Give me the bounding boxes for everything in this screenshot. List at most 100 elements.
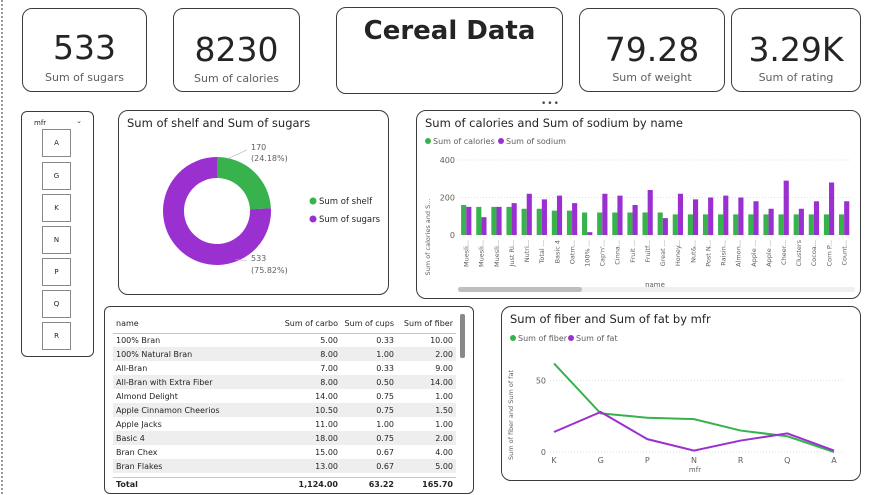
table-row[interactable]: 100% Natural Bran 8.00 1.00 2.00 (113, 347, 456, 361)
bar-sodium[interactable] (647, 190, 653, 235)
table-row[interactable]: All-Bran 7.00 0.33 9.00 (113, 361, 456, 375)
legend-label-sugars[interactable]: Sum of sugars (319, 215, 381, 225)
column-header-cups[interactable]: Sum of cups (341, 315, 397, 334)
donut-chart-card[interactable]: Sum of shelf and Sum of sugars 170 (24.1… (118, 110, 389, 295)
bar-sodium[interactable] (466, 206, 472, 235)
bar-sodium[interactable] (541, 199, 547, 235)
bar-sodium[interactable] (496, 206, 502, 235)
bar-calories[interactable] (461, 205, 467, 235)
bar-sodium[interactable] (798, 208, 804, 235)
bar-calories[interactable] (597, 212, 603, 236)
bar-calories[interactable] (808, 214, 814, 235)
bar-calories[interactable] (733, 214, 739, 235)
kpi-card-weight[interactable]: 79.28 Sum of weight (579, 8, 725, 92)
bar-sodium[interactable] (723, 195, 729, 235)
slicer-option-q[interactable]: Q (42, 290, 71, 318)
bar-calories[interactable] (778, 214, 784, 235)
bar-calories[interactable] (476, 206, 482, 235)
column-header-name[interactable]: name (113, 315, 273, 334)
row-cups: 0.75 (341, 431, 397, 445)
row-fiber: 1.50 (397, 403, 456, 417)
table-row[interactable]: 100% Bran 5.00 0.33 10.00 (113, 333, 456, 347)
slicer-option-k[interactable]: K (42, 194, 71, 222)
table-row[interactable]: Bran Flakes 13.00 0.67 5.00 (113, 459, 456, 473)
line-series-fiber[interactable] (553, 362, 835, 453)
column-header-carbo[interactable]: Sum of carbo (273, 315, 341, 334)
bar-sodium[interactable] (662, 218, 668, 235)
horizontal-scrollbar[interactable] (458, 287, 582, 292)
table-row[interactable]: Basic 4 18.00 0.75 2.00 (113, 431, 456, 445)
table-row[interactable]: All-Bran with Extra Fiber 8.00 0.50 14.00 (113, 375, 456, 389)
bar-calories[interactable] (823, 214, 830, 235)
line-series-fat[interactable] (553, 410, 835, 452)
table-row[interactable]: Apple Jacks 11.00 1.00 1.00 (113, 417, 456, 431)
bar-sodium[interactable] (708, 197, 714, 236)
bar-calories[interactable] (763, 214, 769, 235)
bar-sodium[interactable] (813, 201, 820, 235)
donut-slice-sugars[interactable] (163, 157, 271, 265)
bar-chart-card[interactable]: Sum of calories and Sum of sodium by nam… (416, 110, 861, 299)
line-chart-card[interactable]: Sum of fiber and Sum of fat by mfr Sum o… (501, 306, 861, 481)
legend-label-fiber[interactable]: Sum of fiber (518, 334, 568, 343)
table-row[interactable]: Bran Chex 15.00 0.67 4.00 (113, 445, 456, 459)
bar-calories[interactable] (506, 206, 512, 235)
bar-sodium[interactable] (481, 217, 487, 235)
vertical-scrollbar[interactable] (460, 314, 465, 358)
bar-sodium[interactable] (783, 180, 789, 235)
bar-calories[interactable] (702, 214, 709, 235)
bar-calories[interactable] (748, 214, 754, 235)
ellipsis-icon[interactable]: ••• (541, 99, 560, 109)
bar-calories[interactable] (642, 212, 648, 236)
bar-calories[interactable] (793, 214, 799, 235)
bar-sodium[interactable] (829, 182, 835, 236)
bar-sodium[interactable] (617, 195, 623, 235)
x-tick-label: Count... (840, 240, 848, 266)
legend-label-sodium[interactable]: Sum of sodium (506, 137, 566, 146)
column-header-fiber[interactable]: Sum of fiber (397, 315, 456, 334)
bar-calories[interactable] (521, 208, 527, 235)
table-row[interactable]: Almond Delight 14.00 0.75 1.00 (113, 389, 456, 403)
kpi-card-sugars[interactable]: 533 Sum of sugars (22, 8, 147, 92)
kpi-card-rating[interactable]: 3.29K Sum of rating (731, 8, 861, 92)
kpi-card-calories[interactable]: 8230 Sum of calories (173, 8, 300, 92)
bar-sodium[interactable] (753, 201, 759, 235)
bar-sodium[interactable] (692, 199, 699, 235)
legend-label-shelf[interactable]: Sum of shelf (319, 197, 373, 207)
bar-sodium[interactable] (526, 193, 532, 235)
bar-sodium[interactable] (587, 232, 593, 235)
bar-sodium[interactable] (738, 197, 744, 236)
bar-calories[interactable] (718, 214, 724, 235)
bar-calories[interactable] (839, 214, 845, 235)
bar-calories[interactable] (672, 214, 678, 235)
bar-calories[interactable] (627, 212, 633, 236)
bar-sodium[interactable] (677, 193, 684, 235)
bar-sodium[interactable] (572, 203, 578, 235)
horizontal-scrollbar-track[interactable] (458, 287, 855, 292)
bar-calories[interactable] (687, 214, 693, 235)
bar-calories[interactable] (536, 208, 542, 235)
bar-calories[interactable] (657, 212, 663, 236)
bar-sodium[interactable] (632, 205, 638, 235)
slicer-option-r[interactable]: R (42, 322, 71, 350)
bar-sodium[interactable] (768, 208, 774, 235)
bar-sodium[interactable] (556, 195, 563, 235)
donut-slice-shelf[interactable] (217, 157, 271, 210)
legend-label-fat[interactable]: Sum of fat (576, 334, 618, 343)
chevron-down-icon[interactable]: ⌄ (76, 117, 82, 125)
bar-calories[interactable] (612, 212, 618, 236)
bar-calories[interactable] (566, 210, 573, 235)
slicer-option-a[interactable]: A (42, 129, 71, 157)
bar-calories[interactable] (582, 212, 588, 236)
bar-sodium[interactable] (602, 193, 608, 235)
slicer-option-g[interactable]: G (42, 162, 71, 190)
slicer-option-p[interactable]: P (42, 258, 71, 286)
donut-chart-title: Sum of shelf and Sum of sugars (127, 116, 311, 130)
leader-line (226, 149, 248, 160)
legend-label-calories[interactable]: Sum of calories (433, 137, 495, 146)
bar-sodium[interactable] (511, 203, 517, 235)
bar-calories[interactable] (551, 210, 557, 235)
bar-calories[interactable] (491, 206, 497, 235)
slicer-option-n[interactable]: N (42, 226, 71, 254)
table-row[interactable]: Apple Cinnamon Cheerios 10.50 0.75 1.50 (113, 403, 456, 417)
bar-sodium[interactable] (844, 201, 850, 235)
